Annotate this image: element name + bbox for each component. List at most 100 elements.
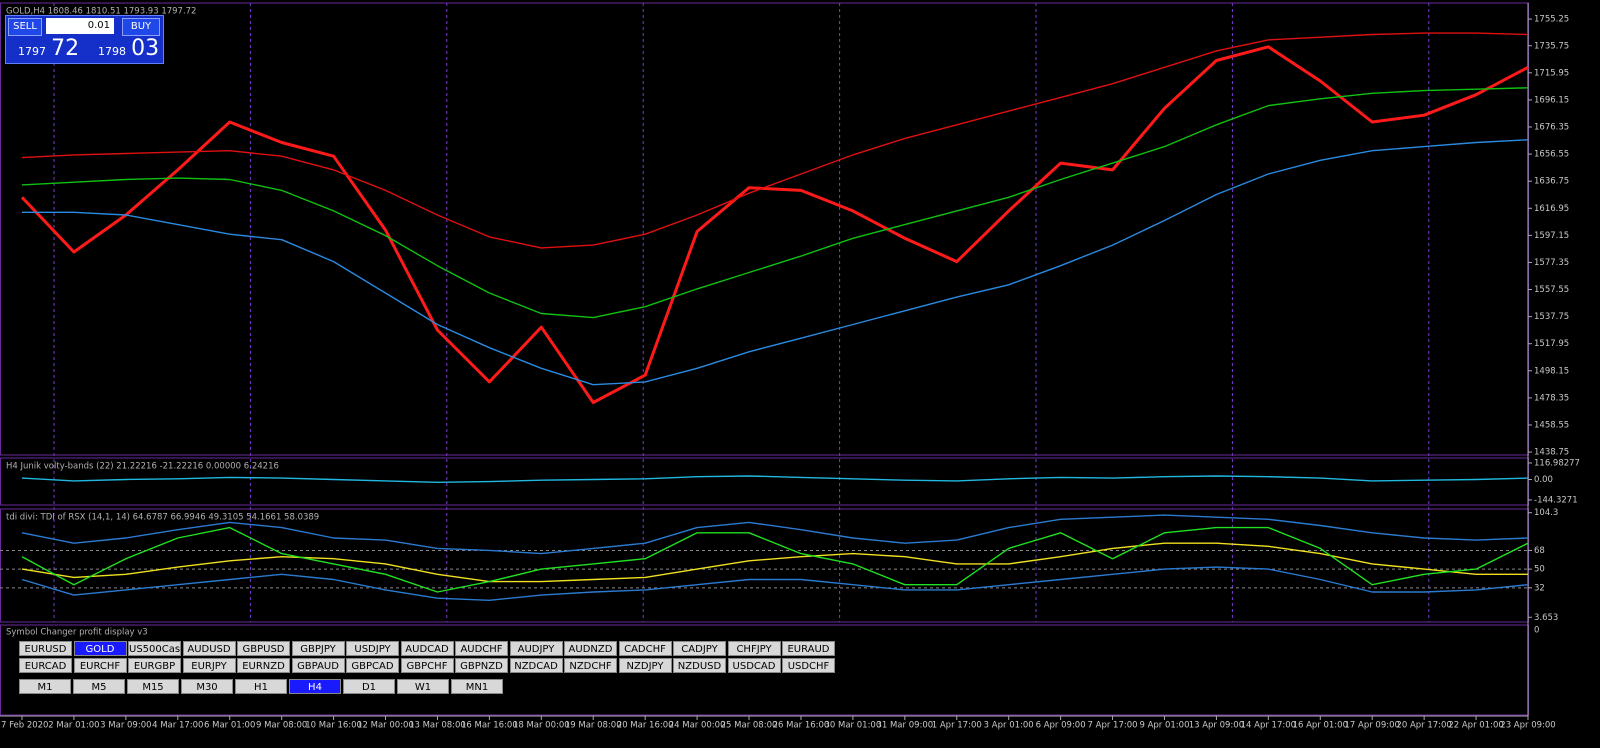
- x-tick-label: 16 Apr 01:00: [1293, 721, 1348, 731]
- y-tick-label: 1517.95: [1534, 339, 1569, 349]
- scale-label: 0: [1534, 626, 1539, 636]
- y-tick-label: 1676.35: [1534, 123, 1569, 133]
- symbol-button[interactable]: M1: [19, 679, 71, 694]
- symbol-button[interactable]: CHFJPY: [727, 641, 781, 656]
- symbol-button[interactable]: USDCHF: [782, 658, 835, 673]
- symbol-button[interactable]: CADCHF: [618, 641, 672, 656]
- symbol-button[interactable]: EURCAD: [19, 658, 72, 673]
- x-tick-label: 22 Apr 01:00: [1448, 721, 1503, 731]
- series-line: [21, 87, 1529, 319]
- symbol-button[interactable]: USDCAD: [727, 658, 781, 673]
- symbol-button[interactable]: M5: [73, 679, 125, 694]
- pane-title: tdi divi: TDI of RSX (14,1, 14) 64.6787 …: [6, 513, 319, 523]
- series-line: [21, 526, 1529, 593]
- symbol-button[interactable]: M30: [181, 679, 233, 694]
- x-tick-label: 20 Mar 16:00: [617, 721, 674, 731]
- y-tick-label: 1616.95: [1534, 204, 1569, 214]
- ask-big: 03: [131, 36, 160, 61]
- x-tick-label: 9 Apr 01:00: [1139, 721, 1189, 731]
- symbol-button[interactable]: AUDNZD: [564, 641, 617, 656]
- pane-frame: [0, 2, 1529, 456]
- y-tick-label: 1597.15: [1534, 231, 1569, 241]
- symbol-button[interactable]: MN1: [451, 679, 503, 694]
- symbol-button[interactable]: GBPAUD: [291, 658, 345, 673]
- symbol-button[interactable]: EURJPY: [182, 658, 236, 673]
- symbol-button[interactable]: EURGBP: [128, 658, 181, 673]
- symbol-button[interactable]: EURNZD: [237, 658, 290, 673]
- symbol-button[interactable]: GBPNZD: [455, 658, 508, 673]
- symbol-button[interactable]: AUDUSD: [182, 641, 236, 656]
- y-tick-label: 32: [1534, 583, 1545, 593]
- x-tick-label: 14 Apr 17:00: [1241, 721, 1296, 731]
- symbol-button[interactable]: M15: [127, 679, 179, 694]
- y-tick-label: 1438.75: [1534, 448, 1569, 458]
- symbol-button[interactable]: AUDJPY: [509, 641, 563, 656]
- y-tick-label: 1478.35: [1534, 393, 1569, 403]
- symbol-button[interactable]: GOLD: [73, 641, 127, 656]
- y-tick-label: 1557.55: [1534, 285, 1569, 295]
- trade-panel: SELL 0.01 BUY 1797 72 1798 03: [5, 15, 164, 64]
- series-line: [21, 32, 1529, 249]
- y-tick-label: 1755.25: [1534, 15, 1569, 25]
- symbol-button[interactable]: AUDCAD: [400, 641, 454, 656]
- symbol-button[interactable]: NZDJPY: [618, 658, 672, 673]
- x-tick-label: 26 Mar 16:00: [773, 721, 830, 731]
- y-tick-label: 1577.35: [1534, 258, 1569, 268]
- pane-title: H4 Junik volty-bands (22) 21.22216 -21.2…: [6, 462, 279, 472]
- y-tick-label: 104.3: [1534, 508, 1558, 518]
- symbol-button[interactable]: W1: [397, 679, 449, 694]
- symbol-button[interactable]: NZDUSD: [673, 658, 726, 673]
- symbol-button[interactable]: EURAUD: [782, 641, 835, 656]
- y-tick-label: 68: [1534, 546, 1545, 556]
- bid-price[interactable]: 1797 72: [18, 36, 79, 62]
- series-line: [21, 514, 1529, 555]
- symbol-button[interactable]: H4: [289, 679, 341, 694]
- symbol-button[interactable]: GBPJPY: [291, 641, 345, 656]
- y-tick-label: 1498.15: [1534, 366, 1569, 376]
- symbol-button[interactable]: AUDCHF: [455, 641, 508, 656]
- symbol-button[interactable]: EURUSD: [19, 641, 72, 656]
- symbol-button[interactable]: CADJPY: [673, 641, 726, 656]
- symbol-button[interactable]: GBPCHF: [400, 658, 454, 673]
- bid-small: 1797: [18, 45, 46, 58]
- symbol-button[interactable]: GBPCAD: [346, 658, 399, 673]
- y-tick-label: 1636.75: [1534, 177, 1569, 187]
- symbol-button[interactable]: NZDCAD: [509, 658, 563, 673]
- symbol-button[interactable]: EURCHF: [73, 658, 127, 673]
- x-tick-label: 31 Mar 09:00: [876, 721, 933, 731]
- symbol-button[interactable]: NZDCHF: [564, 658, 617, 673]
- pane-title: GOLD,H4 1808.46 1810.51 1793.93 1797.72: [6, 7, 196, 17]
- x-tick-label: 3 Mar 09:00: [100, 721, 151, 731]
- series-line: [20, 45, 1529, 404]
- ask-price[interactable]: 1798 03: [98, 36, 159, 62]
- symbol-changer-title: Symbol Changer profit display v3: [6, 628, 148, 638]
- symbol-button[interactable]: H1: [235, 679, 287, 694]
- sell-button[interactable]: SELL: [8, 18, 42, 36]
- x-tick-label: 6 Apr 09:00: [1036, 721, 1086, 731]
- series-line: [21, 542, 1528, 583]
- x-tick-label: 19 Mar 08:00: [565, 721, 622, 731]
- lot-field[interactable]: 0.01: [46, 18, 114, 34]
- symbol-button[interactable]: USDJPY: [346, 641, 399, 656]
- x-tick-label: 13 Apr 09:00: [1189, 721, 1244, 731]
- x-tick-label: 10 Mar 16:00: [305, 721, 362, 731]
- x-tick-label: 2 Mar 01:00: [48, 721, 99, 731]
- bid-big: 72: [51, 36, 80, 61]
- x-tick-label: 1 Apr 17:00: [932, 721, 982, 731]
- symbol-button[interactable]: GBPUSD: [237, 641, 290, 656]
- x-tick-label: 23 Apr 09:00: [1500, 721, 1555, 731]
- buy-button[interactable]: BUY: [122, 18, 160, 36]
- x-tick-label: 13 Mar 08:00: [409, 721, 466, 731]
- x-tick-label: 30 Mar 01:00: [825, 721, 882, 731]
- symbol-button[interactable]: D1: [343, 679, 395, 694]
- x-tick-label: 3 Apr 01:00: [984, 721, 1034, 731]
- y-tick-label: 1458.55: [1534, 420, 1569, 430]
- symbol-button[interactable]: US500Cash: [128, 641, 186, 656]
- x-tick-label: 6 Mar 01:00: [204, 721, 255, 731]
- x-tick-label: 16 Mar 16:00: [461, 721, 518, 731]
- y-tick-label: -144.3271: [1534, 495, 1578, 505]
- x-tick-label: 17 Apr 09:00: [1344, 721, 1399, 731]
- y-tick-label: 0.00: [1534, 475, 1553, 485]
- series-line: [21, 475, 1529, 483]
